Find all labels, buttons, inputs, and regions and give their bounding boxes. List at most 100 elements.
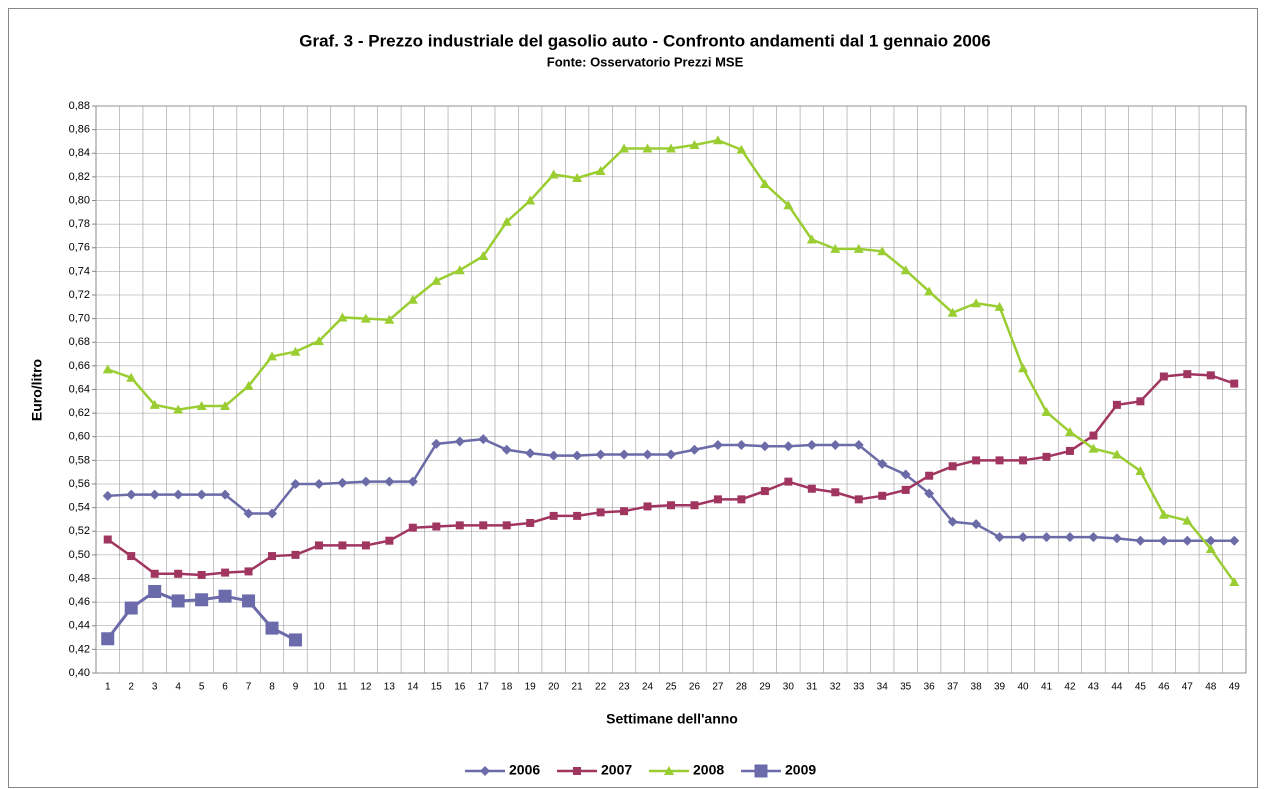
- point: [220, 401, 231, 411]
- point: [1135, 535, 1146, 546]
- x-tick-label: 4: [175, 682, 181, 693]
- y-axis-title: Euro/litro: [29, 359, 45, 421]
- point: [126, 372, 137, 382]
- point: [1135, 466, 1146, 476]
- y-tick-label: 0,58: [69, 454, 90, 466]
- point: [218, 589, 232, 603]
- point: [103, 535, 112, 544]
- x-tick-label: 29: [759, 682, 771, 693]
- point: [265, 621, 279, 635]
- point: [173, 404, 184, 414]
- y-tick-label: 0,42: [69, 643, 90, 655]
- point: [784, 477, 793, 486]
- point: [759, 441, 770, 452]
- point: [1159, 372, 1168, 381]
- point: [971, 298, 982, 308]
- point: [994, 301, 1005, 311]
- x-tick-label: 15: [431, 682, 443, 693]
- x-tick-label: 44: [1111, 682, 1123, 693]
- x-tick-label: 25: [665, 682, 677, 693]
- x-tick-label: 34: [877, 682, 889, 693]
- x-tick-label: 40: [1017, 682, 1029, 693]
- point: [360, 313, 371, 323]
- point: [384, 314, 395, 324]
- point: [1158, 535, 1169, 546]
- x-tick-label: 32: [830, 682, 842, 693]
- point: [1229, 535, 1240, 546]
- point: [525, 448, 536, 459]
- point: [853, 243, 864, 253]
- x-tick-label: 22: [595, 682, 607, 693]
- point: [900, 469, 911, 480]
- point: [148, 584, 162, 598]
- x-tick-label: 42: [1064, 682, 1076, 693]
- point: [760, 487, 769, 496]
- x-tick-label: 19: [525, 682, 537, 693]
- point: [1205, 535, 1216, 546]
- point: [1229, 577, 1240, 587]
- point: [972, 456, 981, 465]
- point: [573, 511, 582, 520]
- point: [196, 489, 207, 500]
- point: [619, 143, 630, 153]
- y-tick-label: 0,64: [69, 383, 90, 395]
- point: [947, 307, 958, 317]
- x-tick-label: 38: [971, 682, 983, 693]
- point: [596, 508, 605, 517]
- x-tick-label: 17: [478, 682, 490, 693]
- x-tick-label: 45: [1135, 682, 1147, 693]
- point: [149, 489, 160, 500]
- x-tick-label: 5: [199, 682, 205, 693]
- point: [384, 476, 395, 487]
- point: [268, 552, 277, 561]
- x-tick-label: 26: [689, 682, 701, 693]
- point: [690, 501, 699, 510]
- point: [689, 444, 700, 455]
- point: [548, 450, 559, 461]
- x-tick-label: 31: [806, 682, 818, 693]
- point: [243, 380, 254, 390]
- point: [712, 440, 723, 451]
- point: [924, 286, 935, 296]
- point: [901, 485, 910, 494]
- point: [431, 275, 442, 285]
- x-tick-label: 46: [1158, 682, 1170, 693]
- point: [454, 265, 465, 275]
- legend-label: 2008: [693, 762, 724, 778]
- point: [853, 440, 864, 451]
- y-tick-label: 0,74: [69, 265, 90, 277]
- x-tick-label: 28: [736, 682, 748, 693]
- point: [149, 399, 160, 409]
- x-tick-label: 21: [572, 682, 584, 693]
- point: [267, 508, 278, 519]
- x-tick-label: 16: [454, 682, 466, 693]
- y-tick-label: 0,68: [69, 336, 90, 348]
- x-tick-label: 11: [337, 682, 348, 693]
- x-tick-label: 39: [994, 682, 1006, 693]
- point: [900, 265, 911, 275]
- x-tick-label: 30: [783, 682, 795, 693]
- point: [643, 502, 652, 511]
- x-tick-label: 7: [246, 682, 252, 693]
- legend-label: 2009: [785, 762, 816, 778]
- point: [290, 346, 301, 356]
- point: [196, 401, 207, 411]
- point: [759, 178, 770, 188]
- x-tick-label: 24: [642, 682, 654, 693]
- point: [1182, 515, 1193, 525]
- point: [878, 491, 887, 500]
- point: [1111, 533, 1122, 544]
- point: [1018, 532, 1029, 543]
- point: [314, 541, 323, 550]
- point: [971, 519, 982, 530]
- point: [195, 593, 209, 607]
- point: [642, 143, 653, 153]
- point: [689, 139, 700, 149]
- point: [666, 143, 676, 153]
- y-tick-label: 0,46: [69, 596, 90, 608]
- x-tick-label: 1: [105, 682, 111, 693]
- x-tick-label: 37: [947, 682, 959, 693]
- x-tick-label: 43: [1088, 682, 1100, 693]
- y-tick-label: 0,50: [69, 549, 90, 561]
